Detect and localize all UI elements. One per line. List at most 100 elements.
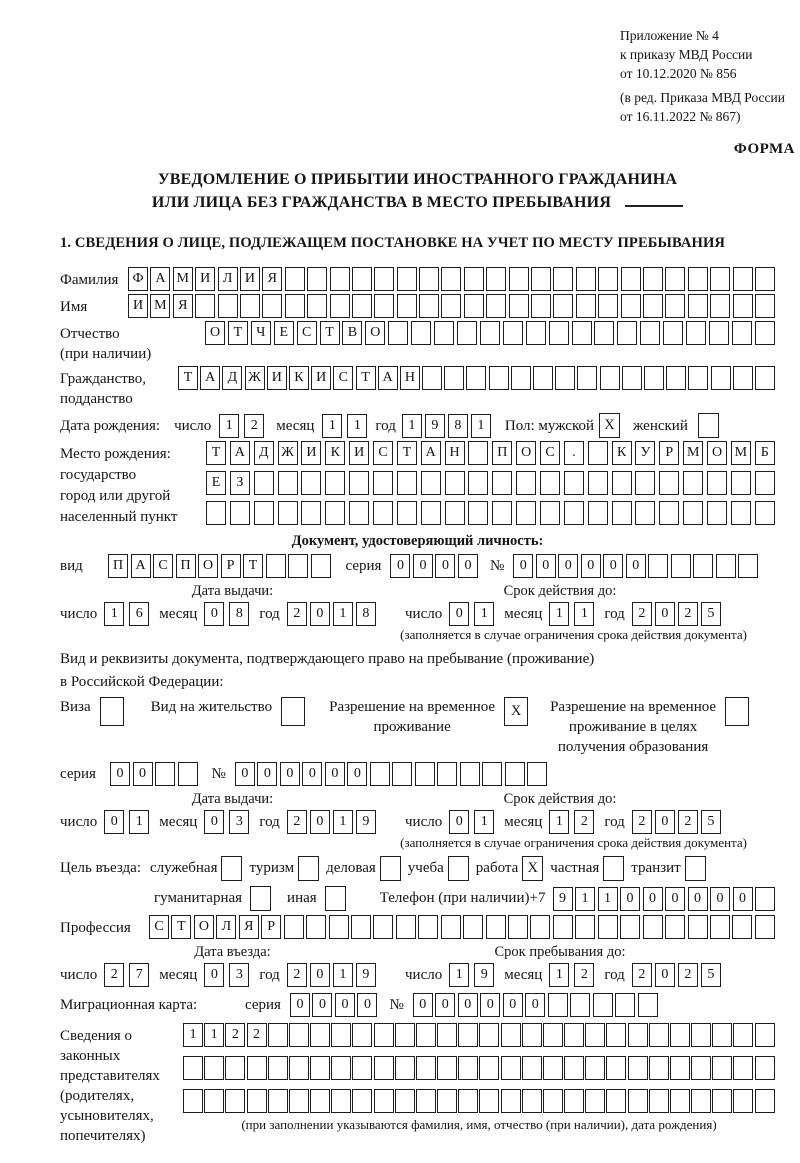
char-cell[interactable] (396, 294, 417, 318)
char-cell[interactable]: З (229, 471, 250, 495)
char-cell[interactable]: 0 (104, 810, 125, 834)
char-cell[interactable]: 6 (129, 602, 150, 626)
char-cell[interactable]: 0 (334, 993, 355, 1017)
char-cell[interactable] (665, 915, 686, 939)
char-cell[interactable] (395, 915, 416, 939)
char-cell[interactable]: П (492, 441, 513, 465)
char-cell[interactable]: Т (355, 366, 376, 390)
char-cell[interactable]: А (130, 554, 151, 578)
char-cell[interactable]: 8 (229, 602, 250, 626)
char-cell[interactable] (548, 321, 569, 345)
char-cell[interactable] (712, 1089, 733, 1113)
char-cell[interactable] (352, 1089, 373, 1113)
char-cell[interactable]: 3 (229, 810, 250, 834)
char-cell[interactable]: Ж (244, 366, 265, 390)
char-cell[interactable] (542, 1089, 563, 1113)
purpose-private-checkbox[interactable] (603, 856, 625, 881)
char-cell[interactable]: Д (253, 441, 274, 465)
char-cell[interactable]: Р (659, 441, 680, 465)
char-cell[interactable] (265, 554, 286, 578)
char-cell[interactable] (710, 267, 731, 291)
char-cell[interactable] (415, 1089, 436, 1113)
char-cell[interactable] (516, 501, 537, 525)
char-cell[interactable] (707, 501, 728, 525)
char-cell[interactable]: И (239, 267, 260, 291)
char-cell[interactable] (444, 366, 465, 390)
char-cell[interactable] (418, 915, 439, 939)
char-cell[interactable] (571, 321, 592, 345)
char-cell[interactable] (587, 501, 608, 525)
char-cell[interactable] (687, 915, 708, 939)
char-cell[interactable] (635, 471, 656, 495)
char-cell[interactable] (500, 1056, 521, 1080)
char-cell[interactable]: 0 (435, 554, 456, 578)
char-cell[interactable]: 1 (549, 963, 570, 987)
char-cell[interactable]: 1 (347, 413, 368, 438)
char-cell[interactable] (396, 267, 417, 291)
char-cell[interactable] (422, 366, 443, 390)
char-cell[interactable]: Е (273, 321, 294, 345)
char-cell[interactable] (350, 915, 371, 939)
char-cell[interactable] (663, 321, 684, 345)
char-cell[interactable] (691, 1056, 712, 1080)
char-cell[interactable]: М (683, 441, 704, 465)
char-cell[interactable] (669, 1089, 690, 1113)
char-cell[interactable] (411, 321, 432, 345)
char-cell[interactable] (486, 294, 507, 318)
char-cell[interactable]: 0 (435, 993, 456, 1017)
char-cell[interactable] (328, 915, 349, 939)
char-cell[interactable] (463, 915, 484, 939)
char-cell[interactable] (373, 501, 394, 525)
char-cell[interactable]: И (311, 366, 332, 390)
char-cell[interactable]: Р (261, 915, 282, 939)
char-cell[interactable] (730, 501, 751, 525)
char-cell[interactable]: 0 (687, 886, 708, 911)
char-cell[interactable] (508, 294, 529, 318)
char-cell[interactable] (206, 501, 226, 525)
purpose-humanitarian-checkbox[interactable] (250, 886, 272, 911)
char-cell[interactable]: 0 (480, 993, 501, 1017)
char-cell[interactable] (553, 267, 574, 291)
char-cell[interactable] (665, 267, 686, 291)
char-cell[interactable]: Я (238, 915, 259, 939)
char-cell[interactable] (225, 1056, 246, 1080)
temp-permit-checkbox[interactable]: X (504, 697, 529, 726)
char-cell[interactable]: 0 (309, 602, 330, 626)
char-cell[interactable]: 0 (110, 762, 130, 786)
char-cell[interactable] (310, 1023, 331, 1047)
char-cell[interactable] (463, 267, 484, 291)
char-cell[interactable] (394, 1023, 415, 1047)
char-cell[interactable] (599, 366, 620, 390)
char-cell[interactable] (710, 294, 731, 318)
char-cell[interactable]: 2 (104, 963, 125, 987)
char-cell[interactable]: 0 (302, 762, 323, 786)
char-cell[interactable] (246, 1089, 267, 1113)
char-cell[interactable] (670, 554, 691, 578)
char-cell[interactable] (444, 471, 465, 495)
char-cell[interactable] (479, 1023, 500, 1047)
char-cell[interactable] (732, 915, 753, 939)
char-cell[interactable] (458, 1089, 479, 1113)
char-cell[interactable] (288, 1023, 309, 1047)
char-cell[interactable] (420, 501, 441, 525)
char-cell[interactable] (307, 267, 328, 291)
char-cell[interactable] (388, 321, 409, 345)
char-cell[interactable] (687, 267, 708, 291)
char-cell[interactable] (516, 471, 537, 495)
char-cell[interactable] (456, 321, 477, 345)
char-cell[interactable]: 5 (700, 963, 721, 987)
char-cell[interactable] (329, 294, 350, 318)
char-cell[interactable] (351, 267, 372, 291)
char-cell[interactable] (486, 267, 507, 291)
char-cell[interactable]: 0 (625, 554, 646, 578)
char-cell[interactable]: О (193, 915, 214, 939)
char-cell[interactable]: Л (216, 915, 237, 939)
char-cell[interactable] (253, 471, 274, 495)
char-cell[interactable] (754, 471, 775, 495)
char-cell[interactable]: И (349, 441, 370, 465)
char-cell[interactable]: 1 (470, 413, 491, 438)
char-cell[interactable] (683, 501, 704, 525)
char-cell[interactable] (331, 1089, 352, 1113)
visa-checkbox[interactable] (99, 697, 124, 726)
char-cell[interactable] (620, 915, 641, 939)
